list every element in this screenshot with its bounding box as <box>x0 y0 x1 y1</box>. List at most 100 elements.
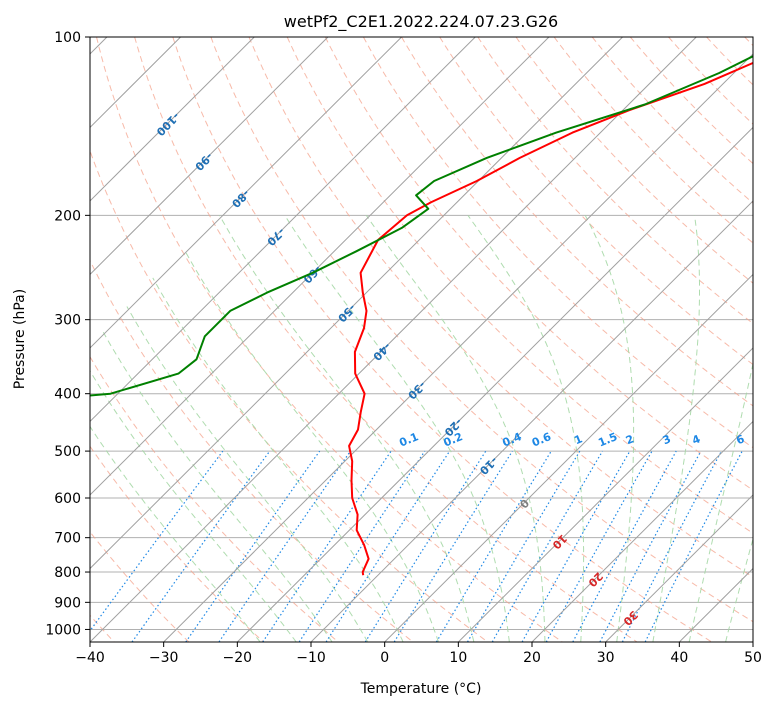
moist-adiabat <box>584 215 635 642</box>
mixing-ratio-label: 1 <box>572 432 584 447</box>
isotherm-line <box>384 273 753 642</box>
dry-adiabat <box>134 37 638 642</box>
dry-adiabat <box>90 355 339 642</box>
y-tick-label: 700 <box>54 531 81 547</box>
moist-adiabat <box>126 306 369 642</box>
x-tick-label: 50 <box>744 650 762 666</box>
mixing-ratio-label: 0.6 <box>530 430 553 449</box>
mixing-ratio-label: 2 <box>624 432 636 447</box>
y-tick-label: 600 <box>54 491 81 507</box>
isotherm-line <box>236 126 753 642</box>
y-tick-label: 400 <box>54 387 81 403</box>
dry-adiabat <box>591 37 753 204</box>
isotherm-line <box>90 37 623 570</box>
dry-adiabat <box>90 149 488 642</box>
x-tick-label: 20 <box>523 650 541 666</box>
mixing-ratio-line <box>599 450 702 642</box>
x-tick-label: 30 <box>597 650 615 666</box>
mixing-ratio-line <box>644 450 743 642</box>
isotherm-line <box>90 37 697 642</box>
y-tick-label: 500 <box>54 444 81 460</box>
isotherm-label: -80 <box>229 187 252 210</box>
x-tick-label: −20 <box>223 650 253 666</box>
isotherm-line <box>90 37 402 349</box>
profiles <box>90 55 753 576</box>
background-lines <box>90 37 753 642</box>
moist-adiabat <box>152 277 404 642</box>
mixing-ratio-line <box>393 450 513 642</box>
mixing-ratio-label: 6 <box>734 432 746 447</box>
x-tick-label: 40 <box>670 650 688 666</box>
temperature-profile-line <box>348 61 753 576</box>
y-axis: 100 200 300 400 500 600 700 800 900 1000 <box>45 30 90 638</box>
y-tick-label: 100 <box>54 30 81 46</box>
isotherm-line <box>90 37 550 496</box>
y-tick-label: 300 <box>54 313 81 329</box>
x-tick-label: 0 <box>380 650 389 666</box>
dry-adiabat <box>90 259 414 642</box>
isotherm-line <box>605 494 753 642</box>
x-tick-label: −10 <box>296 650 326 666</box>
mixing-ratio-line <box>521 450 631 642</box>
mixing-ratio-line <box>435 450 552 642</box>
mixing-ratio-line <box>325 450 451 642</box>
dry-adiabat <box>210 37 753 623</box>
mixing-ratio-line <box>131 450 271 642</box>
dry-adiabat <box>248 37 753 578</box>
dry-adiabat <box>286 37 753 534</box>
isotherm-line <box>457 347 753 642</box>
dry-adiabat <box>362 37 753 449</box>
dry-adiabat <box>668 37 753 125</box>
dry-adiabat <box>706 37 753 86</box>
mixing-ratio-label: 0.1 <box>397 430 420 449</box>
isotherm-line <box>678 567 753 642</box>
isotherm-line <box>310 200 753 642</box>
moist-adiabat <box>688 361 753 642</box>
mixing-ratio-label: 1.5 <box>596 430 619 449</box>
mixing-ratio-line <box>218 450 351 642</box>
x-axis-title: Temperature (°C) <box>360 681 482 697</box>
isotherm-label: -100 <box>153 110 182 139</box>
isotherm-line <box>531 420 753 642</box>
isotherm-line <box>163 53 753 642</box>
moist-adiabat <box>102 331 333 642</box>
moist-adiabat <box>365 215 546 642</box>
moist-adiabat <box>652 215 700 642</box>
x-tick-label: −40 <box>75 650 105 666</box>
moist-adiabat <box>725 537 753 642</box>
mixing-ratio-label: 8 <box>757 432 769 447</box>
mixing-ratio-line <box>90 450 224 632</box>
mixing-ratio-labels: 0.10.20.40.611.52346810131620253036 <box>397 430 769 449</box>
dry-adiabat <box>439 37 753 366</box>
x-tick-label: −30 <box>149 650 179 666</box>
x-tick-label: 10 <box>449 650 467 666</box>
moist-adiabat <box>90 425 261 642</box>
isotherm-line <box>90 37 476 423</box>
moist-adiabat <box>219 215 475 642</box>
dry-adiabat <box>401 37 753 407</box>
dry-adiabat <box>553 37 753 244</box>
isotherm-line <box>752 641 753 642</box>
y-tick-label: 200 <box>54 208 81 224</box>
chart-title: wetPf2_C2E1.2022.224.07.23.G26 <box>284 12 558 32</box>
isotherm-line <box>90 37 329 276</box>
mixing-ratio-label: 4 <box>690 432 702 447</box>
moist-adiabat <box>284 215 510 642</box>
mixing-ratio-line <box>545 450 653 642</box>
dry-adiabat <box>96 37 563 642</box>
y-axis-title: Pressure (hPa) <box>12 289 28 389</box>
moist-adiabat <box>467 215 585 642</box>
dry-adiabat <box>90 445 264 642</box>
mixing-ratio-label: 3 <box>661 432 673 447</box>
moist-adiabat <box>90 369 297 642</box>
isotherm-line <box>90 37 255 202</box>
mixing-ratio-line <box>572 450 677 642</box>
mixing-ratio-line <box>298 450 426 642</box>
y-tick-label: 800 <box>54 565 81 581</box>
moist-adiabat <box>184 251 439 642</box>
dry-adiabat <box>90 531 190 642</box>
x-axis: −40 −30 −20 −10 0 10 20 30 40 50 <box>75 642 762 666</box>
dewpoint-profile-line <box>90 55 753 397</box>
y-tick-label: 1000 <box>45 622 81 638</box>
